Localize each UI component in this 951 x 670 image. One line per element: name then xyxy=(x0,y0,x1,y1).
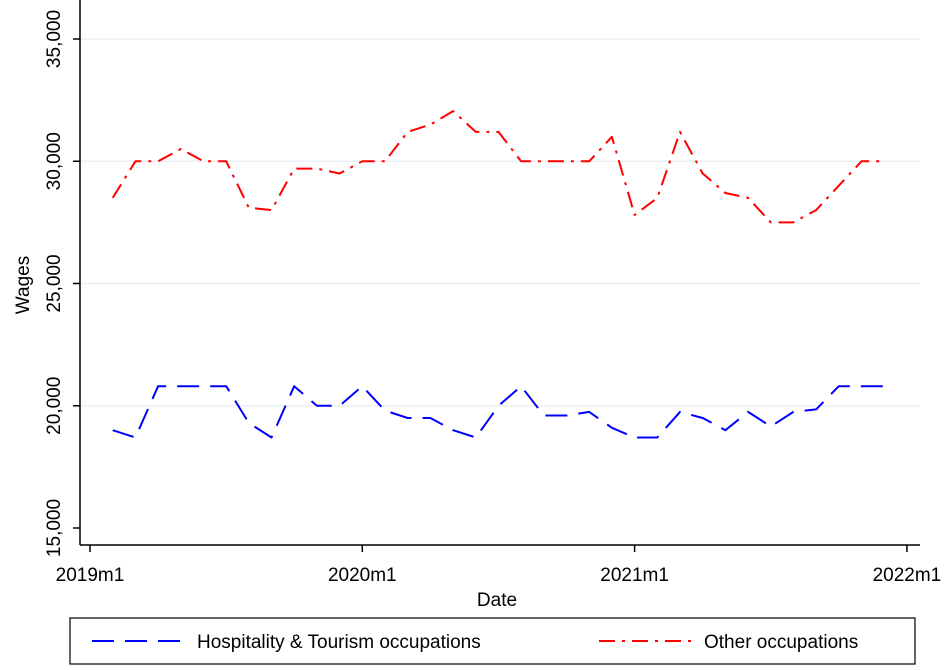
x-tick-label-1: 2020m1 xyxy=(328,565,397,586)
x-tick-label-3: 2022m1 xyxy=(873,565,942,586)
series-line-0 xyxy=(112,385,885,439)
series-layer xyxy=(111,110,885,439)
y-axis: 15,000 20,000 25,000 30,000 35,000 xyxy=(44,0,81,557)
legend-label-other: Other occupations xyxy=(704,632,858,653)
x-axis: 2019m1 2020m1 2021m1 2022m1 xyxy=(56,544,942,586)
y-axis-title: Wages xyxy=(13,256,34,314)
y-tick-label-0: 15,000 xyxy=(44,499,65,557)
x-tick-label-0: 2019m1 xyxy=(56,565,125,586)
y-tick-label-1: 20,000 xyxy=(44,377,65,435)
legend: Hospitality & Tourism occupations Other … xyxy=(69,617,916,665)
y-tick-label-2: 25,000 xyxy=(44,254,65,312)
x-tick-label-2: 2021m1 xyxy=(600,565,669,586)
x-axis-title: Date xyxy=(477,590,517,611)
legend-box xyxy=(69,617,916,665)
legend-label-hospitality: Hospitality & Tourism occupations xyxy=(197,632,481,653)
series-line-1 xyxy=(111,110,885,224)
y-tick-label-4: 35,000 xyxy=(44,10,65,68)
y-tick-label-3: 30,000 xyxy=(44,132,65,190)
